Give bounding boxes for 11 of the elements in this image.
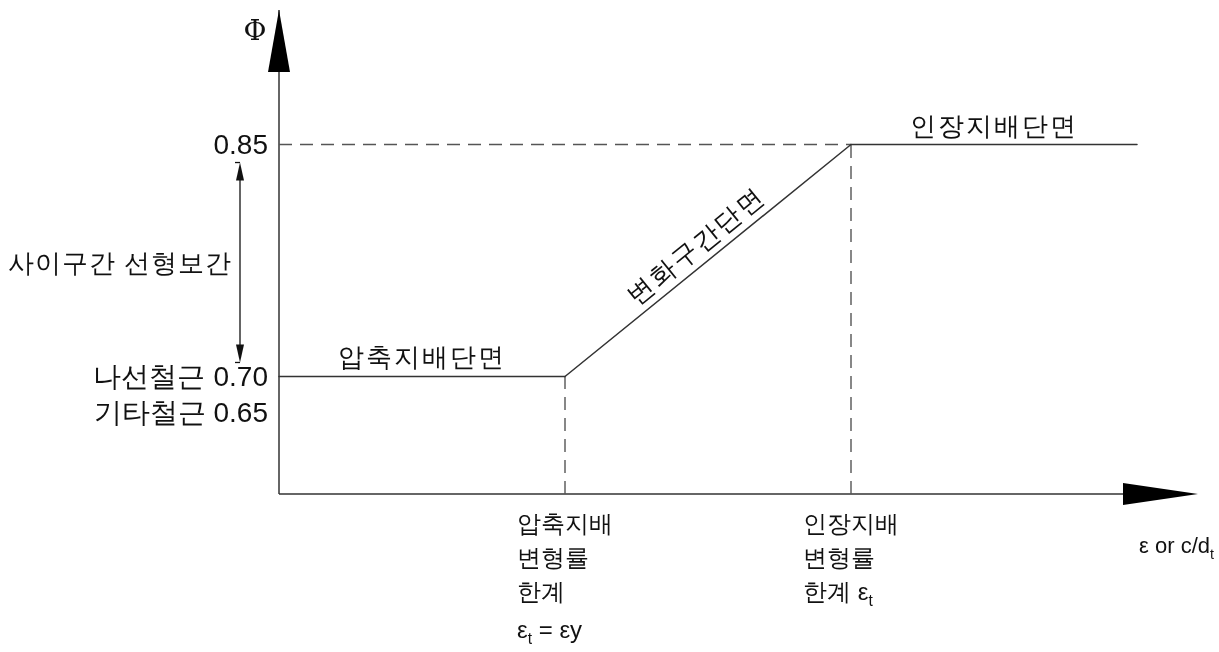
annotation: 사이구간 선형보간	[7, 247, 232, 278]
annotation: 나선철근	[92, 361, 205, 393]
y-tick-label: 0.85	[213, 129, 268, 161]
y-tick-label: 0.70	[213, 361, 268, 393]
annotation: 기타철근 0.65	[93, 397, 268, 429]
x-tick-label: 인장지배 변형률 한계 ε$_{t}$	[803, 510, 899, 609]
x-axis-title: ε or c/d$_{t}$	[1139, 533, 1214, 562]
series-label: 인장지배단면	[910, 110, 1078, 141]
y-axis-title: Φ	[243, 14, 267, 47]
x-tick-label: 압축지배 변형률 한계 ε$_{t}$ = εy	[517, 510, 613, 647]
series-label: 압축지배단면	[338, 342, 506, 373]
